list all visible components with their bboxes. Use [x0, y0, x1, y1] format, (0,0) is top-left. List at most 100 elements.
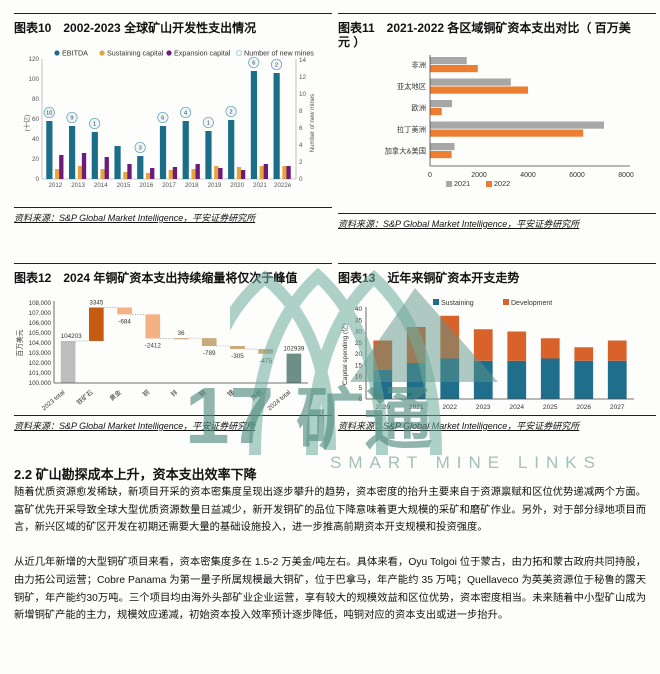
- svg-text:6: 6: [299, 125, 303, 132]
- svg-text:4000: 4000: [520, 172, 536, 179]
- svg-text:107,000: 107,000: [29, 310, 52, 317]
- svg-text:120: 120: [28, 56, 39, 63]
- svg-text:-2412: -2412: [145, 342, 162, 349]
- svg-text:80: 80: [32, 96, 40, 103]
- svg-text:铜: 铜: [140, 388, 151, 399]
- svg-text:4: 4: [184, 111, 187, 117]
- svg-text:40: 40: [32, 136, 40, 143]
- svg-text:2025: 2025: [543, 404, 558, 411]
- svg-text:2027: 2027: [610, 404, 625, 411]
- svg-text:锂: 锂: [225, 387, 236, 398]
- svg-text:2020: 2020: [230, 182, 244, 189]
- svg-text:Sustaining capital: Sustaining capital: [107, 49, 164, 58]
- svg-text:-789: -789: [203, 350, 216, 357]
- svg-text:3: 3: [139, 146, 142, 152]
- svg-text:20: 20: [32, 156, 40, 163]
- svg-text:Development: Development: [511, 300, 552, 307]
- svg-text:2022e: 2022e: [274, 182, 292, 189]
- svg-text:2024: 2024: [509, 404, 524, 411]
- svg-text:2: 2: [299, 159, 303, 166]
- svg-text:9: 9: [70, 116, 73, 122]
- svg-text:10: 10: [355, 374, 363, 381]
- svg-text:2022: 2022: [494, 179, 510, 188]
- svg-text:(十亿): (十亿): [22, 115, 31, 132]
- svg-text:非洲: 非洲: [411, 61, 426, 70]
- svg-text:2: 2: [275, 63, 278, 69]
- svg-text:40: 40: [355, 306, 363, 313]
- svg-text:钼: 钼: [197, 388, 208, 399]
- svg-text:EBITDA: EBITDA: [62, 49, 88, 58]
- svg-text:2021: 2021: [409, 404, 424, 411]
- svg-text:0: 0: [299, 176, 303, 183]
- svg-text:-305: -305: [231, 353, 244, 360]
- svg-text:1: 1: [93, 122, 96, 128]
- svg-text:铁矿石: 铁矿石: [74, 388, 94, 407]
- svg-text:104,000: 104,000: [29, 340, 52, 347]
- svg-text:6000: 6000: [569, 172, 585, 179]
- svg-text:2022: 2022: [442, 404, 457, 411]
- svg-text:6: 6: [252, 61, 255, 67]
- svg-text:15: 15: [355, 362, 363, 369]
- svg-text:Sustaining: Sustaining: [441, 300, 474, 307]
- svg-text:25: 25: [355, 340, 363, 347]
- svg-text:-684: -684: [118, 318, 131, 325]
- svg-text:1: 1: [207, 121, 210, 127]
- svg-text:102939: 102939: [283, 346, 305, 353]
- svg-text:0: 0: [358, 396, 362, 403]
- svg-text:2020: 2020: [375, 404, 390, 411]
- svg-text:2017: 2017: [162, 182, 176, 189]
- svg-text:2021: 2021: [253, 182, 267, 189]
- svg-text:亚太地区: 亚太地区: [397, 82, 426, 91]
- svg-text:30: 30: [355, 329, 363, 336]
- svg-text:0: 0: [428, 172, 432, 179]
- svg-text:14: 14: [299, 57, 307, 64]
- svg-text:2021: 2021: [454, 179, 470, 188]
- svg-text:2023 total: 2023 total: [41, 389, 67, 412]
- svg-text:2: 2: [229, 110, 232, 116]
- svg-text:Expansion capital: Expansion capital: [174, 49, 231, 58]
- svg-text:其他: 其他: [249, 387, 265, 402]
- svg-text:0: 0: [35, 176, 39, 183]
- svg-text:2026: 2026: [576, 404, 591, 411]
- svg-text:2023: 2023: [476, 404, 491, 411]
- svg-text:3345: 3345: [89, 300, 104, 307]
- svg-text:2019: 2019: [208, 182, 222, 189]
- svg-text:108,000: 108,000: [29, 300, 52, 307]
- svg-text:103,000: 103,000: [29, 350, 52, 357]
- svg-text:2018: 2018: [185, 182, 199, 189]
- svg-text:20: 20: [355, 351, 363, 358]
- svg-text:100,000: 100,000: [29, 380, 52, 387]
- svg-text:2012: 2012: [48, 182, 62, 189]
- svg-text:105,000: 105,000: [29, 330, 52, 337]
- svg-text:60: 60: [32, 116, 40, 123]
- svg-text:2013: 2013: [71, 182, 85, 189]
- svg-text:Number of new mines: Number of new mines: [310, 94, 316, 152]
- svg-text:2014: 2014: [94, 182, 108, 189]
- svg-text:2016: 2016: [139, 182, 153, 189]
- svg-text:2024 total: 2024 total: [266, 389, 292, 412]
- svg-text:104203: 104203: [61, 333, 83, 340]
- svg-text:8: 8: [299, 108, 303, 115]
- svg-text:欧洲: 欧洲: [411, 104, 426, 113]
- svg-text:SMART MINE LINKS: SMART MINE LINKS: [330, 453, 602, 472]
- svg-text:10: 10: [299, 91, 307, 98]
- svg-text:106,000: 106,000: [29, 320, 52, 327]
- svg-text:锌: 锌: [169, 387, 180, 398]
- svg-text:100: 100: [28, 76, 39, 83]
- svg-text:102,000: 102,000: [29, 360, 52, 367]
- svg-text:黄金: 黄金: [107, 387, 123, 402]
- svg-text:百万美元: 百万美元: [15, 329, 24, 356]
- svg-text:101,000: 101,000: [29, 370, 52, 377]
- svg-text:36: 36: [177, 330, 185, 337]
- svg-text:Capital spending (亿): Capital spending (亿): [340, 323, 349, 385]
- svg-text:2000: 2000: [471, 172, 487, 179]
- svg-text:5: 5: [358, 385, 362, 392]
- svg-text:加拿大&美国: 加拿大&美国: [385, 147, 426, 156]
- svg-text:4: 4: [299, 142, 303, 149]
- svg-text:12: 12: [299, 74, 307, 81]
- svg-text:2015: 2015: [117, 182, 131, 189]
- svg-text:6: 6: [161, 116, 164, 122]
- svg-text:8000: 8000: [618, 172, 634, 179]
- svg-text:10: 10: [46, 111, 52, 117]
- svg-text:-475: -475: [259, 358, 272, 365]
